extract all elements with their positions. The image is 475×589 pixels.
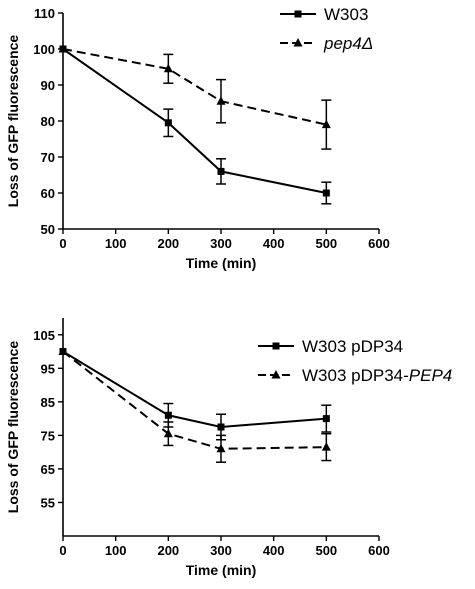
data-point	[58, 346, 68, 356]
legend-label: W303 pDP34-PEP4	[302, 366, 452, 385]
x-tick-label: 400	[263, 543, 285, 558]
legend-label: pep4Δ	[323, 34, 373, 53]
series-line-0	[62, 350, 327, 429]
series-line-1	[62, 350, 327, 450]
data-point	[216, 96, 226, 105]
series-line-0	[62, 48, 327, 194]
y-tick-label: 60	[41, 186, 55, 201]
legend-label: W303 pDP34	[302, 337, 403, 356]
x-tick-label: 600	[368, 543, 390, 558]
data-point	[217, 423, 225, 431]
chart-top: 0 100 200 300 400 500 600 50 60 70 80 90 100 110 Time …	[5, 5, 390, 271]
x-axis-title: Time (min)	[186, 255, 257, 271]
x-tick-label: 500	[315, 236, 337, 251]
legend-label-part: W303	[324, 5, 368, 24]
x-tick-label: 400	[263, 236, 285, 251]
data-point	[322, 189, 330, 197]
x-tick-label: 200	[157, 236, 179, 251]
x-tick-label: 0	[59, 543, 66, 558]
legend-label-part: PEP4	[409, 366, 452, 385]
y-tick-label: 75	[41, 428, 55, 443]
y-axis-title: Loss of GFP fluorescence	[5, 35, 21, 208]
legend-label-part: pep4Δ	[323, 34, 373, 53]
x-tick-label: 600	[368, 236, 390, 251]
y-tick-label: 70	[41, 150, 55, 165]
legend-marker	[294, 10, 302, 18]
x-tick-label: 100	[105, 543, 127, 558]
legend-label-part: W303 pDP34-	[302, 366, 409, 385]
data-point	[164, 119, 172, 127]
y-tick-label: 80	[41, 114, 55, 129]
y-tick-label: 100	[33, 42, 55, 57]
data-point	[163, 63, 173, 73]
data-point	[322, 415, 330, 423]
data-point	[58, 44, 68, 53]
y-tick-label: 90	[41, 78, 55, 93]
data-point	[216, 443, 226, 453]
y-tick-label: 50	[41, 222, 55, 237]
data-point	[217, 167, 225, 175]
x-tick-label: 0	[59, 236, 66, 251]
y-tick-label: 65	[41, 462, 55, 477]
y-tick-label: 95	[41, 361, 55, 376]
x-tick-label: 200	[157, 543, 179, 558]
y-axis-title: Loss of GFP fluorescence	[5, 341, 21, 514]
y-tick-label: 110	[34, 6, 55, 21]
legend-marker	[271, 370, 281, 379]
chart-bottom: 0 100 200 300 400 500 600 55 65 75 85 95 105 Time (mi…	[5, 318, 452, 578]
x-tick-label: 500	[315, 543, 337, 558]
y-tick-label: 55	[41, 495, 55, 510]
legend-marker	[293, 38, 303, 47]
x-tick-label: 300	[210, 543, 232, 558]
y-tick-label: 85	[41, 395, 55, 410]
data-point	[321, 442, 331, 451]
data-point	[321, 119, 331, 129]
legend-marker	[272, 342, 280, 350]
data-point	[163, 428, 173, 438]
x-axis-title: Time (min)	[186, 562, 257, 578]
x-tick-label: 100	[105, 236, 127, 251]
data-point	[164, 411, 172, 419]
x-tick-label: 300	[210, 236, 232, 251]
legend-label-part: W303 pDP34	[302, 337, 403, 356]
legend-label: W303	[324, 5, 368, 24]
y-tick-label: 105	[33, 328, 55, 343]
series-line-1	[62, 48, 327, 126]
